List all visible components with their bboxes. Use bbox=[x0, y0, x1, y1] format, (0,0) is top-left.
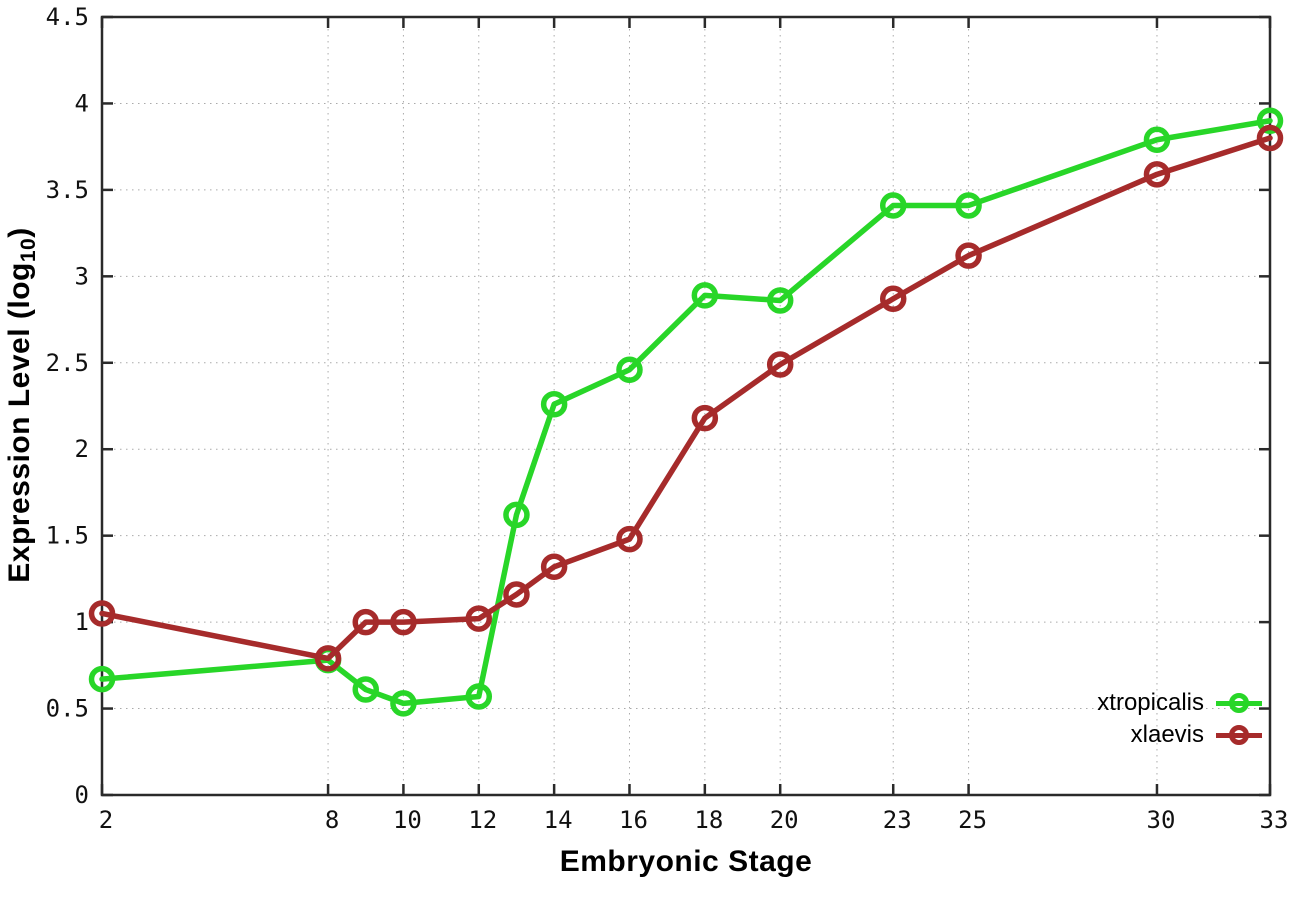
x-tick-label: 14 bbox=[544, 806, 573, 834]
data-point-xlaevis bbox=[766, 351, 794, 378]
y-tick-label: 1.5 bbox=[46, 522, 89, 550]
data-point-xlaevis bbox=[88, 600, 116, 627]
y-tick-label: 0 bbox=[75, 781, 89, 809]
data-point-xtropicalis bbox=[691, 282, 719, 309]
data-point-xtropicalis bbox=[879, 192, 907, 219]
y-axis-title-suffix: ) bbox=[3, 227, 36, 238]
y-tick-label: 3 bbox=[75, 262, 89, 290]
x-tick-label: 16 bbox=[619, 806, 648, 834]
y-tick-label: 1 bbox=[75, 608, 89, 636]
data-point-xlaevis bbox=[390, 608, 417, 636]
data-point-xtropicalis bbox=[503, 501, 530, 529]
y-axis-title: Expression Level (log10) bbox=[3, 155, 41, 655]
data-point-xtropicalis bbox=[88, 665, 116, 693]
data-point-xlaevis bbox=[465, 605, 493, 632]
y-axis-title-text: Expression Level (log bbox=[3, 262, 36, 583]
legend: xtropicalis xlaevis bbox=[1097, 689, 1262, 749]
x-tick-label: 23 bbox=[883, 806, 912, 834]
y-tick-label: 0.5 bbox=[46, 695, 89, 723]
data-point-xtropicalis bbox=[1143, 126, 1171, 154]
legend-label: xtropicalis bbox=[1097, 689, 1204, 716]
data-point-xlaevis bbox=[314, 645, 342, 672]
x-tick-label: 8 bbox=[325, 806, 339, 834]
line-point-marker-icon bbox=[1216, 722, 1262, 748]
data-point-xlaevis bbox=[955, 242, 982, 269]
legend-entry-xtropicalis: xtropicalis bbox=[1097, 689, 1262, 717]
data-point-xtropicalis bbox=[1256, 107, 1284, 134]
data-point-xlaevis bbox=[616, 525, 643, 553]
data-point-xtropicalis bbox=[766, 287, 794, 314]
data-point-xlaevis bbox=[503, 581, 530, 608]
data-point-xtropicalis bbox=[955, 192, 982, 219]
data-point-xlaevis bbox=[691, 404, 719, 432]
x-tick-label: 12 bbox=[468, 806, 497, 834]
plot-border bbox=[100, 15, 1272, 797]
x-tick-label: 18 bbox=[694, 806, 723, 834]
y-tick-label: 4 bbox=[75, 89, 89, 117]
x-tick-label: 25 bbox=[958, 806, 987, 834]
y-tick-label: 2.5 bbox=[46, 349, 89, 377]
line-point-marker-icon bbox=[1216, 690, 1262, 716]
legend-entry-xlaevis: xlaevis bbox=[1097, 721, 1262, 749]
x-tick-label: 33 bbox=[1260, 806, 1289, 834]
data-point-xtropicalis bbox=[540, 391, 568, 418]
x-axis-title: Embryonic Stage bbox=[559, 845, 813, 878]
data-point-xlaevis bbox=[352, 608, 379, 636]
x-tick-label: 10 bbox=[393, 806, 422, 834]
y-tick-label: 4.5 bbox=[46, 3, 89, 31]
series-line-xlaevis bbox=[99, 135, 1273, 662]
x-tick-label: 20 bbox=[770, 806, 799, 834]
data-point-xlaevis bbox=[1143, 161, 1171, 188]
y-tick-label: 3.5 bbox=[46, 176, 89, 204]
data-point-xtropicalis bbox=[616, 356, 643, 383]
series-line-xtropicalis bbox=[99, 117, 1273, 707]
data-point-xlaevis bbox=[879, 285, 907, 313]
legend-label: xlaevis bbox=[1130, 721, 1204, 748]
y-tick-label: 2 bbox=[75, 435, 89, 463]
data-point-xtropicalis bbox=[390, 690, 417, 717]
x-tick-label: 2 bbox=[99, 806, 113, 834]
data-point-xlaevis bbox=[1256, 124, 1284, 152]
x-tick-label: 30 bbox=[1147, 806, 1176, 834]
data-point-xtropicalis bbox=[465, 683, 493, 710]
data-point-xtropicalis bbox=[352, 676, 379, 703]
data-point-xlaevis bbox=[540, 553, 568, 581]
y-axis-title-subscript: 10 bbox=[17, 237, 40, 263]
